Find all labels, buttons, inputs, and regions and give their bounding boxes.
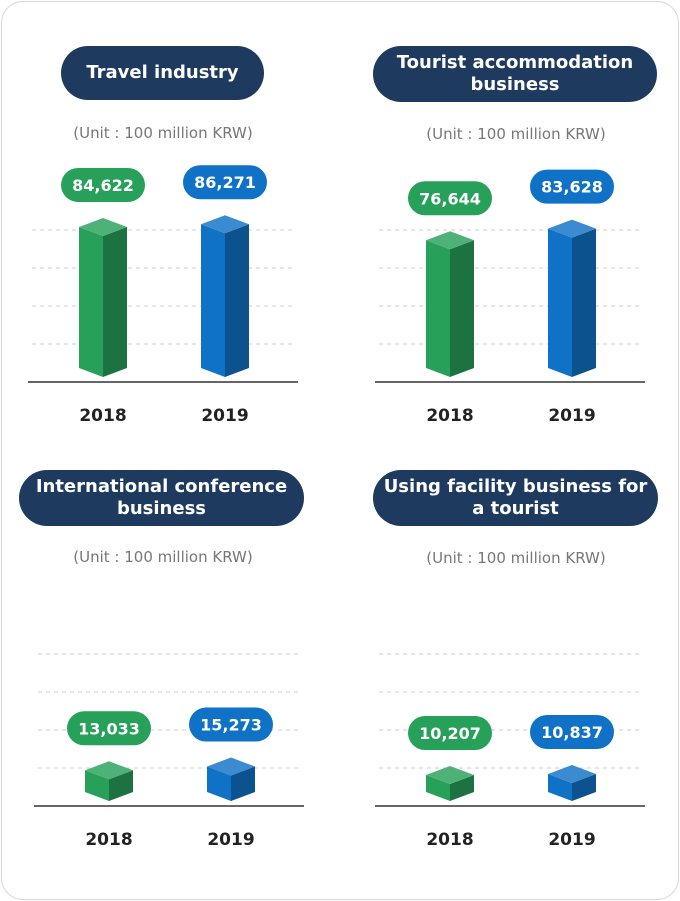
data-label-pill — [183, 165, 267, 200]
data-label-pill — [408, 715, 492, 750]
x-tick-label: 2018 — [426, 830, 473, 850]
x-tick-label: 2018 — [85, 830, 132, 850]
bar-chart: 84,622 2018 86,271 2019 — [28, 165, 298, 426]
data-label: 10,207 — [419, 724, 481, 743]
bar-left-face — [548, 773, 572, 801]
bar-top-face — [201, 215, 249, 234]
x-tick-label: 2019 — [201, 406, 248, 426]
x-tick-label: 2019 — [548, 406, 595, 426]
bar-left-face — [79, 226, 103, 377]
bar-top-face — [79, 217, 127, 236]
data-label: 15,273 — [200, 716, 262, 735]
chart-title: International conference business — [19, 470, 304, 526]
data-label-pill — [408, 181, 492, 216]
data-label: 76,644 — [419, 189, 481, 208]
bar-right-face — [572, 773, 596, 801]
bar-left-face — [426, 240, 450, 377]
bar-right-face — [572, 228, 596, 377]
bar-right-face — [231, 766, 255, 801]
bar-left-face — [548, 228, 572, 377]
chart-title: Using facility business for a tourist — [373, 470, 658, 526]
bar-right-face — [450, 240, 474, 377]
unit-label: (Unit : 100 million KRW) — [426, 549, 606, 567]
chart-title: Travel industry — [61, 46, 264, 100]
data-label: 86,271 — [194, 173, 256, 192]
data-label-pill — [189, 707, 273, 742]
bar-top-face — [548, 764, 596, 783]
x-tick-label: 2018 — [426, 406, 473, 426]
bar-chart: 10,207 2018 10,837 2019 — [375, 653, 645, 850]
data-label: 10,837 — [541, 723, 603, 742]
data-label: 84,622 — [72, 176, 134, 195]
bar-top-face — [85, 761, 133, 780]
x-tick-label: 2019 — [548, 830, 595, 850]
data-label-pill — [530, 169, 614, 204]
bar-chart: 76,644 2018 83,628 2019 — [375, 169, 645, 426]
x-tick-label: 2018 — [79, 406, 126, 426]
bar-chart: 13,033 2018 15,273 2019 — [34, 653, 304, 850]
bar-top-face — [426, 765, 474, 784]
data-label: 13,033 — [78, 719, 140, 738]
unit-label: (Unit : 100 million KRW) — [73, 548, 253, 566]
bar-top-face — [426, 231, 474, 250]
data-label-pill — [530, 714, 614, 749]
bar-right-face — [109, 770, 133, 801]
bar-top-face — [548, 219, 596, 238]
data-label-pill — [61, 167, 145, 202]
bar-right-face — [103, 226, 127, 377]
bar-right-face — [225, 224, 249, 377]
chart-title: Tourist accommodation business — [373, 46, 657, 102]
bar-left-face — [426, 774, 450, 801]
bar-top-face — [207, 757, 255, 776]
data-label-pill — [67, 711, 151, 746]
x-tick-label: 2019 — [207, 830, 254, 850]
bar-left-face — [201, 224, 225, 377]
data-label: 83,628 — [541, 178, 603, 197]
bar-right-face — [450, 774, 474, 801]
unit-label: (Unit : 100 million KRW) — [73, 124, 253, 142]
bar-left-face — [85, 770, 109, 801]
unit-label: (Unit : 100 million KRW) — [426, 125, 606, 143]
bar-left-face — [207, 766, 231, 801]
